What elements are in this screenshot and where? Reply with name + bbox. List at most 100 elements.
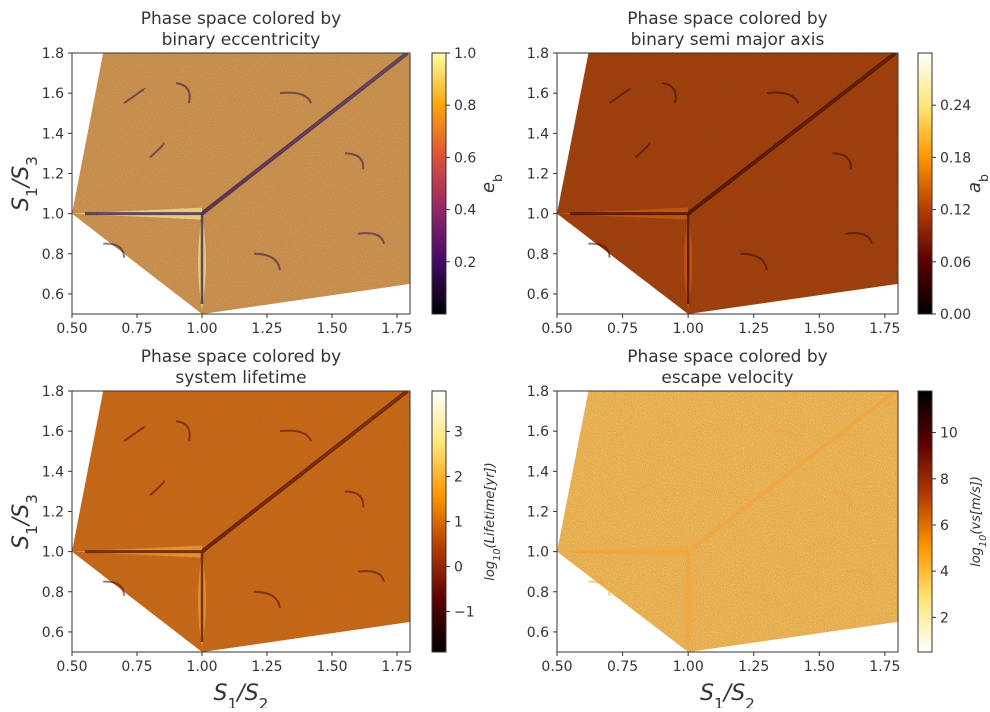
axes-frame [556, 52, 899, 315]
x-tick-label: 1.00 [673, 659, 704, 675]
colorbar-tick-label: 0.12 [940, 203, 971, 219]
y-tick-label: 1.8 [527, 384, 549, 400]
x-tick-label: 1.00 [186, 659, 217, 675]
y-tick-label: 1.0 [42, 207, 64, 223]
colorbar-gradient [431, 390, 447, 653]
colorbar-label: log10(Lifetime[yr]) [483, 462, 503, 580]
colorbar-tick-label: 2 [454, 470, 463, 486]
x-axis-label: S1/S2 [700, 681, 755, 708]
subplot-1: 0.50 0.75 1.00 1.25 1.50 1.75 0.6 0.8 1.0 1.2 1.4 1… [9, 9, 505, 337]
y-tick-label: 0.6 [527, 287, 549, 303]
y-tick-label: 1.6 [527, 86, 549, 102]
swirl-feature [766, 429, 800, 442]
panel-title-line-2: system lifetime [175, 368, 306, 388]
colorbar-tick-label: 0.8 [454, 98, 476, 114]
x-tick-label: 1.50 [316, 659, 347, 675]
y-tick-label: 0.8 [527, 585, 549, 601]
y-tick-label: 0.6 [42, 625, 64, 641]
swirl-feature [661, 420, 677, 442]
colorbar-tick-label: 0.2 [454, 255, 476, 271]
swirl-feature [344, 490, 365, 508]
swirl-feature [357, 570, 385, 583]
colorbar-tick-label: 0.00 [940, 307, 971, 323]
swirl-feature [845, 570, 873, 583]
swirl-feature [175, 420, 191, 442]
colorbar-label: log10(vs[m/s]) [969, 476, 989, 567]
panel-title-line-1: Phase space colored by [141, 347, 341, 367]
x-tick-label: 0.75 [607, 659, 638, 675]
axes-frame [71, 52, 411, 315]
colorbar-tick-label: 0.18 [940, 150, 971, 166]
swirl-feature [588, 580, 611, 596]
swirl-feature [608, 88, 632, 105]
y-tick-label: 1.2 [527, 166, 549, 182]
x-tick-label: 1.25 [738, 659, 769, 675]
swirl-feature [123, 88, 146, 105]
x-tick-label: 1.25 [251, 659, 282, 675]
subplot-4: 0.50 0.75 1.00 1.25 1.50 1.75 0.6 0.8 1.0 1.2 1.4 1… [527, 347, 989, 712]
swirl-feature [766, 91, 800, 104]
x-tick-label: 1.25 [251, 321, 282, 337]
x-tick-label: 0.50 [56, 321, 87, 337]
x-tick-label: 1.50 [804, 659, 835, 675]
swirl-feature [740, 252, 768, 271]
swirl-feature [279, 429, 313, 442]
colorbar: 0.2 0.4 0.6 0.8 1.0 eb [431, 46, 505, 315]
x-tick-label: 0.75 [121, 659, 152, 675]
colorbar-tick-label: 0.06 [940, 255, 971, 271]
y-tick-label: 1.6 [527, 424, 549, 440]
x-tick-label: 0.75 [607, 321, 638, 337]
swirl-feature [661, 82, 677, 104]
x-tick-label: 0.75 [121, 321, 152, 337]
swirl-feature [832, 152, 852, 170]
y-tick-label: 0.8 [42, 247, 64, 263]
colorbar-gradient [917, 52, 933, 315]
y-tick-label: 1.2 [42, 166, 64, 182]
colorbar-gradient [917, 390, 933, 653]
swirl-feature [344, 152, 365, 170]
colorbar-tick-label: −1 [454, 605, 475, 621]
y-tick-label: 1.4 [527, 126, 549, 142]
axes-frame [556, 390, 899, 653]
y-tick-label: 0.8 [42, 585, 64, 601]
y-axis-label: S1/S3 [9, 494, 41, 549]
heatmap-body [72, 53, 410, 314]
swirl-feature [253, 590, 281, 609]
heatmap-body [72, 391, 410, 652]
y-tick-label: 0.8 [527, 247, 549, 263]
swirl-feature [103, 580, 125, 596]
swirl-feature [635, 142, 651, 159]
swirl-feature [253, 252, 281, 271]
panel-title-line-2: binary semi major axis [631, 30, 825, 50]
panel-title-line-1: Phase space colored by [141, 9, 341, 29]
x-tick-label: 1.75 [869, 659, 900, 675]
x-tick-label: 1.00 [186, 321, 217, 337]
swirl-feature [740, 590, 768, 609]
colorbar-tick-label: 10 [940, 426, 958, 442]
diagonal-stripe [686, 53, 897, 216]
swirl-feature [103, 242, 125, 258]
x-tick-label: 1.50 [804, 321, 835, 337]
y-tick-label: 1.0 [42, 545, 64, 561]
heatmap-body [557, 53, 898, 314]
colorbar-tick-label: 3 [454, 425, 463, 441]
y-tick-label: 1.0 [527, 545, 549, 561]
diagonal-stripe [200, 53, 409, 216]
x-tick-label: 0.50 [56, 659, 87, 675]
colorbar-tick-label: 0 [454, 560, 463, 576]
swirl-feature [635, 480, 651, 497]
swirl-feature [588, 242, 611, 258]
y-tick-label: 1.6 [42, 424, 64, 440]
swirl-feature [845, 232, 873, 245]
y-tick-label: 1.8 [527, 46, 549, 62]
y-tick-label: 0.6 [42, 287, 64, 303]
colorbar: −1 0 1 2 3 log10(Lifetime[yr]) [431, 390, 503, 653]
y-tick-label: 1.4 [527, 464, 549, 480]
colorbar-label: ab [964, 174, 990, 193]
x-tick-label: 0.50 [541, 659, 572, 675]
colorbar: 2 4 6 8 10 log10(vs[m/s]) [917, 390, 989, 653]
subplot-2: 0.50 0.75 1.00 1.25 1.50 1.75 0.6 0.8 1.0 1.2 1.4 1… [527, 9, 990, 337]
swirl-feature [175, 82, 191, 104]
